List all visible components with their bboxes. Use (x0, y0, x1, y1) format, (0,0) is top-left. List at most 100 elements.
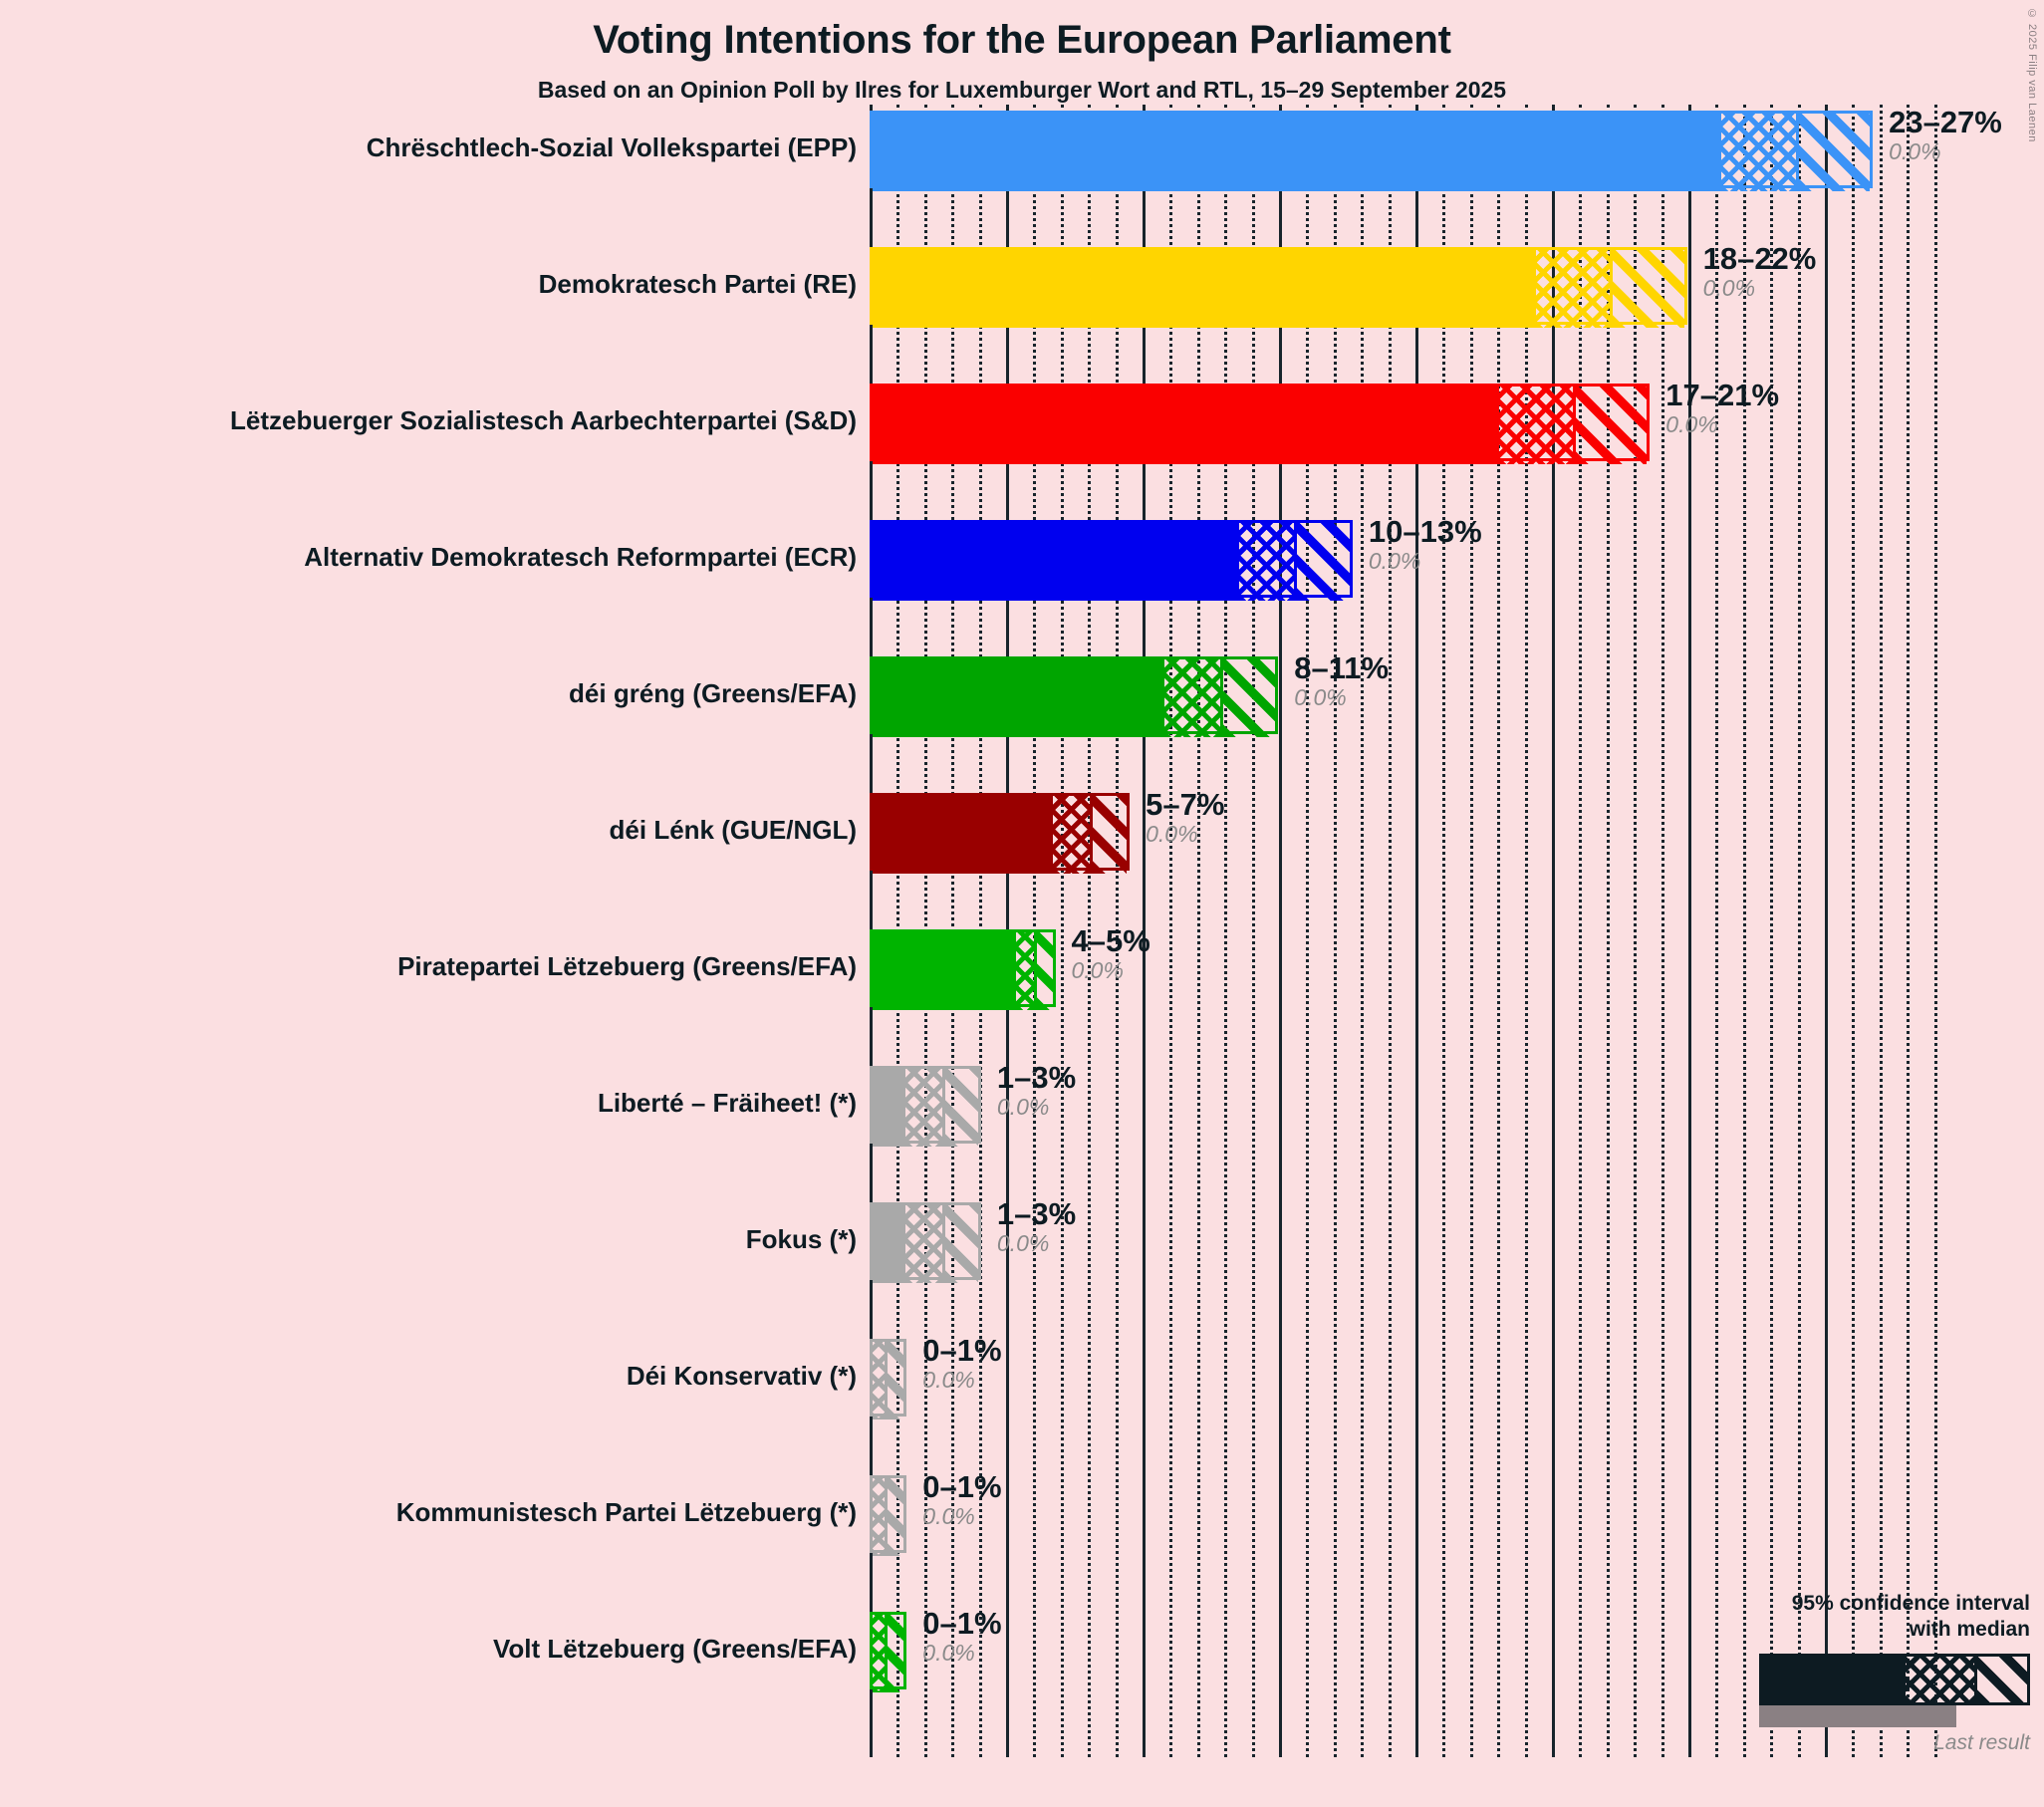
confidence-interval-bar (870, 1339, 907, 1420)
bar-diagonal-segment (1294, 523, 1350, 601)
party-label: Liberté – Fräiheet! (*) (597, 1088, 857, 1118)
gridline-minor (1852, 105, 1856, 1757)
confidence-interval-bar (870, 520, 1353, 601)
gridline-minor (1742, 105, 1746, 1757)
legend-swatches (1671, 1653, 2030, 1727)
chart-legend: 95% confidence interval with median Last… (1671, 1591, 2030, 1755)
gridline-minor (1497, 105, 1501, 1757)
confidence-interval-bar (870, 793, 1131, 874)
value-range-label: 5–7% (1146, 787, 1225, 822)
legend-last-result-label: Last result (1933, 1730, 2030, 1754)
last-result-label: 0.0% (1146, 820, 1198, 847)
bar-diagonal-segment (1795, 114, 1871, 191)
bar-diagonal-segment (1090, 796, 1128, 874)
bar-row: Kommunistesch Partei Lëtzebuerg (*) 0–1% 0… (0, 1470, 2044, 1556)
last-result-label: 0.0% (922, 1502, 975, 1529)
bar-diagonal-segment (941, 1205, 978, 1283)
bar-crosshatch-segment (905, 1069, 942, 1147)
confidence-interval-bar (870, 1202, 981, 1283)
chart-plot-area: Chrëschtlech-Sozial Vollekspartei (EPP) 2… (0, 105, 2044, 1778)
last-result-label: 0.0% (1889, 137, 1941, 164)
bar-row: Chrëschtlech-Sozial Vollekspartei (EPP) 2… (0, 106, 2044, 191)
bar-diagonal-segment (1219, 659, 1276, 737)
last-result-label: 0.0% (1368, 547, 1421, 574)
bar-diagonal-segment (941, 1069, 978, 1147)
gridline-minor (1770, 105, 1774, 1757)
gridline-minor (1306, 105, 1310, 1757)
party-label: Déi Konservativ (*) (626, 1361, 857, 1391)
bar-diagonal-segment (885, 1615, 904, 1692)
value-range-label: 4–5% (1071, 923, 1150, 958)
value-range-label: 1–3% (996, 1196, 1077, 1231)
bar-solid-segment (873, 523, 1239, 601)
value-labels: 0–1% 0.0% (922, 1469, 1002, 1529)
bar-row: Alternativ Demokratesch Reformpartei (EC… (0, 515, 2044, 601)
value-labels: 23–27% 0.0% (1889, 106, 2002, 164)
bar-crosshatch-segment (905, 1205, 942, 1283)
bar-row: déi Lénk (GUE/NGL) 5–7% 0.0% (0, 788, 2044, 874)
last-result-label: 0.0% (1294, 683, 1347, 710)
bar-solid-segment (873, 932, 1016, 1010)
value-labels: 0–1% 0.0% (922, 1333, 1002, 1393)
value-range-label: 1–3% (996, 1060, 1077, 1095)
legend-ci-swatch (1759, 1653, 2030, 1705)
party-label: Fokus (*) (745, 1224, 857, 1254)
bar-crosshatch-segment (1498, 387, 1573, 464)
party-label: déi Lénk (GUE/NGL) (609, 815, 857, 845)
bar-row: déi gréng (Greens/EFA) 8–11% 0.0% (0, 651, 2044, 737)
gridlines (870, 105, 1955, 1757)
party-label: Alternativ Demokratesch Reformpartei (EC… (304, 542, 857, 572)
last-result-label: 0.0% (1071, 956, 1124, 983)
value-labels: 8–11% 0.0% (1294, 651, 1389, 710)
gridline-minor (1579, 105, 1583, 1757)
value-range-label: 0–1% (922, 1606, 1002, 1641)
value-labels: 1–3% 0.0% (996, 1196, 1077, 1256)
gridline-major (1279, 105, 1282, 1757)
bar-diagonal-segment (1034, 932, 1053, 1010)
copyright-notice: © 2025 Filip van Laenen (2026, 8, 2038, 142)
value-range-label: 18–22% (1702, 241, 1817, 276)
bar-solid-segment (873, 387, 1499, 464)
bar-solid-segment (873, 796, 1054, 874)
gridline-minor (1088, 105, 1092, 1757)
gridline-minor (1388, 105, 1392, 1757)
legend-diagonal-segment (1973, 1656, 2027, 1702)
gridline-minor (1060, 105, 1064, 1757)
gridline-minor (1797, 105, 1801, 1757)
bar-crosshatch-segment (1164, 659, 1220, 737)
value-labels: 17–21% 0.0% (1665, 379, 1779, 437)
bar-crosshatch-segment (873, 1615, 886, 1692)
last-result-label: 0.0% (922, 1366, 975, 1393)
bar-diagonal-segment (885, 1342, 904, 1420)
bar-crosshatch-segment (1238, 523, 1295, 601)
value-labels: 10–13% 0.0% (1368, 514, 1482, 574)
party-label: Piratepartei Lëtzebuerg (Greens/EFA) (397, 951, 857, 981)
party-label: Kommunistesch Partei Lëtzebuerg (*) (395, 1497, 857, 1527)
bar-solid-segment (873, 1205, 906, 1283)
last-result-label: 0.0% (922, 1639, 975, 1666)
value-range-label: 10–13% (1368, 514, 1482, 549)
bar-solid-segment (873, 250, 1536, 328)
gridline-minor (1524, 105, 1528, 1757)
chart-title: Voting Intentions for the European Parli… (593, 18, 1451, 62)
value-labels: 4–5% 0.0% (1071, 923, 1150, 983)
gridline-major (1415, 105, 1418, 1757)
bar-row: Déi Konservativ (*) 0–1% 0.0% (0, 1334, 2044, 1420)
gridline-minor (1715, 105, 1719, 1757)
bar-crosshatch-segment (873, 1342, 886, 1420)
value-labels: 18–22% 0.0% (1702, 241, 1817, 301)
value-range-label: 0–1% (922, 1469, 1002, 1504)
last-result-label: 0.0% (1702, 274, 1756, 301)
gridline-major (1825, 105, 1828, 1757)
legend-crosshatch-segment (1905, 1656, 1974, 1702)
chart-subtitle: Based on an Opinion Poll by Ilres for Lu… (537, 77, 1507, 103)
party-label: Demokratesch Partei (RE) (538, 269, 857, 299)
bar-row: Lëtzebuerger Sozialistesch Aarbechterpar… (0, 379, 2044, 464)
chart-header: Voting Intentions for the European Parli… (0, 0, 2044, 104)
gridline-minor (1661, 105, 1664, 1757)
confidence-interval-bar (870, 1612, 907, 1692)
value-range-label: 0–1% (922, 1333, 1002, 1368)
bar-crosshatch-segment (873, 1478, 886, 1556)
party-label: Volt Lëtzebuerg (Greens/EFA) (492, 1634, 857, 1664)
legend-title-line2: with median (1909, 1618, 2030, 1642)
